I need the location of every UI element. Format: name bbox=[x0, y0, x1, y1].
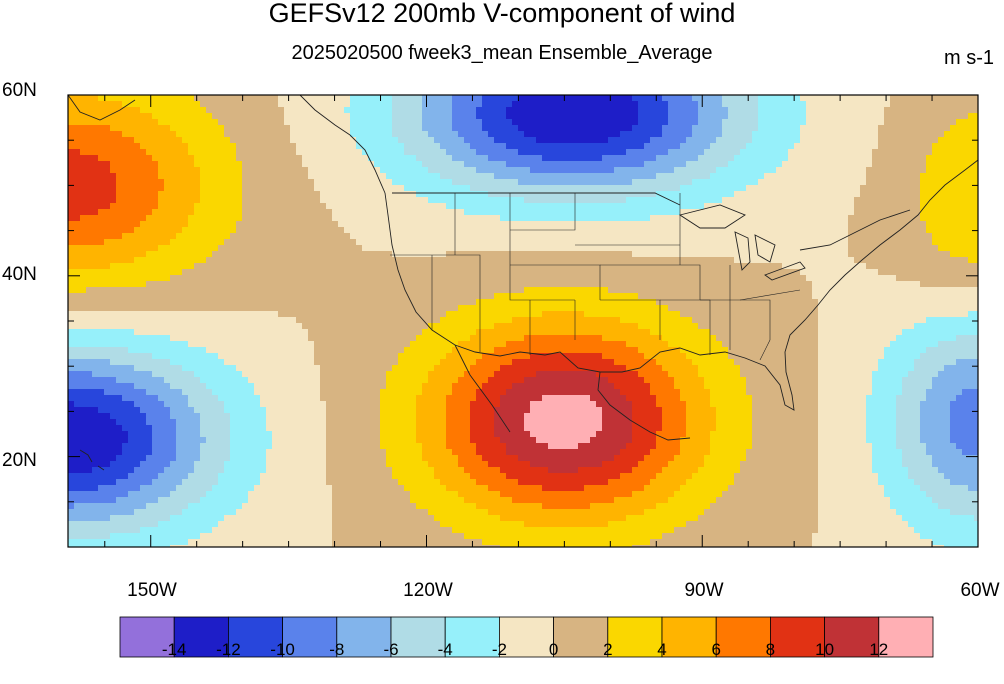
colorbar bbox=[119, 616, 934, 658]
axis-ticks bbox=[68, 94, 979, 548]
colorbar-swatch bbox=[661, 616, 717, 658]
colorbar-label: -10 bbox=[270, 640, 295, 659]
lon-label-90w: 90W bbox=[684, 580, 724, 601]
lon-label-150w: 150W bbox=[127, 580, 177, 601]
hawaii-islands bbox=[79, 449, 105, 471]
us-canada-border bbox=[392, 192, 681, 206]
coastlines bbox=[68, 95, 978, 471]
lake-superior bbox=[678, 204, 746, 229]
lat-label-60n: 60N bbox=[2, 80, 37, 101]
colorbar-label: -6 bbox=[383, 640, 399, 659]
colorbar-swatch bbox=[119, 616, 175, 658]
contour-field bbox=[68, 95, 978, 547]
colorbar-swatch bbox=[173, 616, 229, 658]
chart-subtitle: 2025020500 fweek3_mean Ensemble_Average bbox=[291, 42, 713, 64]
colorbar-label: -8 bbox=[329, 640, 345, 659]
lake-michigan bbox=[734, 231, 751, 271]
colorbar-swatch bbox=[444, 616, 500, 658]
colorbar-swatch bbox=[227, 616, 283, 658]
colorbar-label: -12 bbox=[216, 640, 241, 659]
lat-label-40n: 40N bbox=[2, 264, 37, 285]
colorbar-swatch bbox=[553, 616, 609, 658]
colorbar-label: 10 bbox=[815, 640, 835, 659]
units-label: m s-1 bbox=[944, 47, 994, 69]
us-canada-border-east bbox=[799, 209, 911, 251]
state-lines bbox=[390, 193, 801, 361]
colorbar-label: -4 bbox=[437, 640, 453, 659]
chart-title: GEFSv12 200mb V-component of wind bbox=[268, 0, 736, 28]
colorbar-swatch bbox=[715, 616, 771, 658]
coastline-gulf-mexico bbox=[597, 371, 691, 441]
colorbar-swatch bbox=[878, 616, 934, 658]
colorbar-swatch bbox=[824, 616, 880, 658]
colorbar-label: 8 bbox=[765, 640, 776, 659]
lake-huron bbox=[754, 234, 776, 263]
colorbar-label: -14 bbox=[161, 640, 187, 659]
lon-label-120w: 120W bbox=[403, 580, 453, 601]
coastline-north-america bbox=[384, 159, 978, 411]
colorbar-label: -2 bbox=[491, 640, 507, 659]
colorbar-swatch bbox=[498, 616, 554, 658]
colorbar-swatch bbox=[336, 616, 392, 658]
colorbar-swatch bbox=[390, 616, 446, 658]
coastline-alaska bbox=[68, 95, 136, 121]
coastline-bc-alaska bbox=[299, 95, 386, 194]
colorbar-label: 2 bbox=[603, 640, 613, 659]
colorbar-label: 12 bbox=[869, 640, 889, 659]
colorbar-label: 6 bbox=[711, 640, 721, 659]
coastline-baja bbox=[454, 344, 511, 433]
colorbar-label: 4 bbox=[657, 640, 667, 659]
lat-label-20n: 20N bbox=[2, 450, 37, 471]
lake-erie bbox=[764, 261, 806, 281]
colorbar-swatch bbox=[282, 616, 338, 658]
colorbar-swatch bbox=[607, 616, 663, 658]
colorbar-label: 0 bbox=[548, 640, 559, 659]
lon-label-60w: 60W bbox=[960, 580, 1000, 601]
